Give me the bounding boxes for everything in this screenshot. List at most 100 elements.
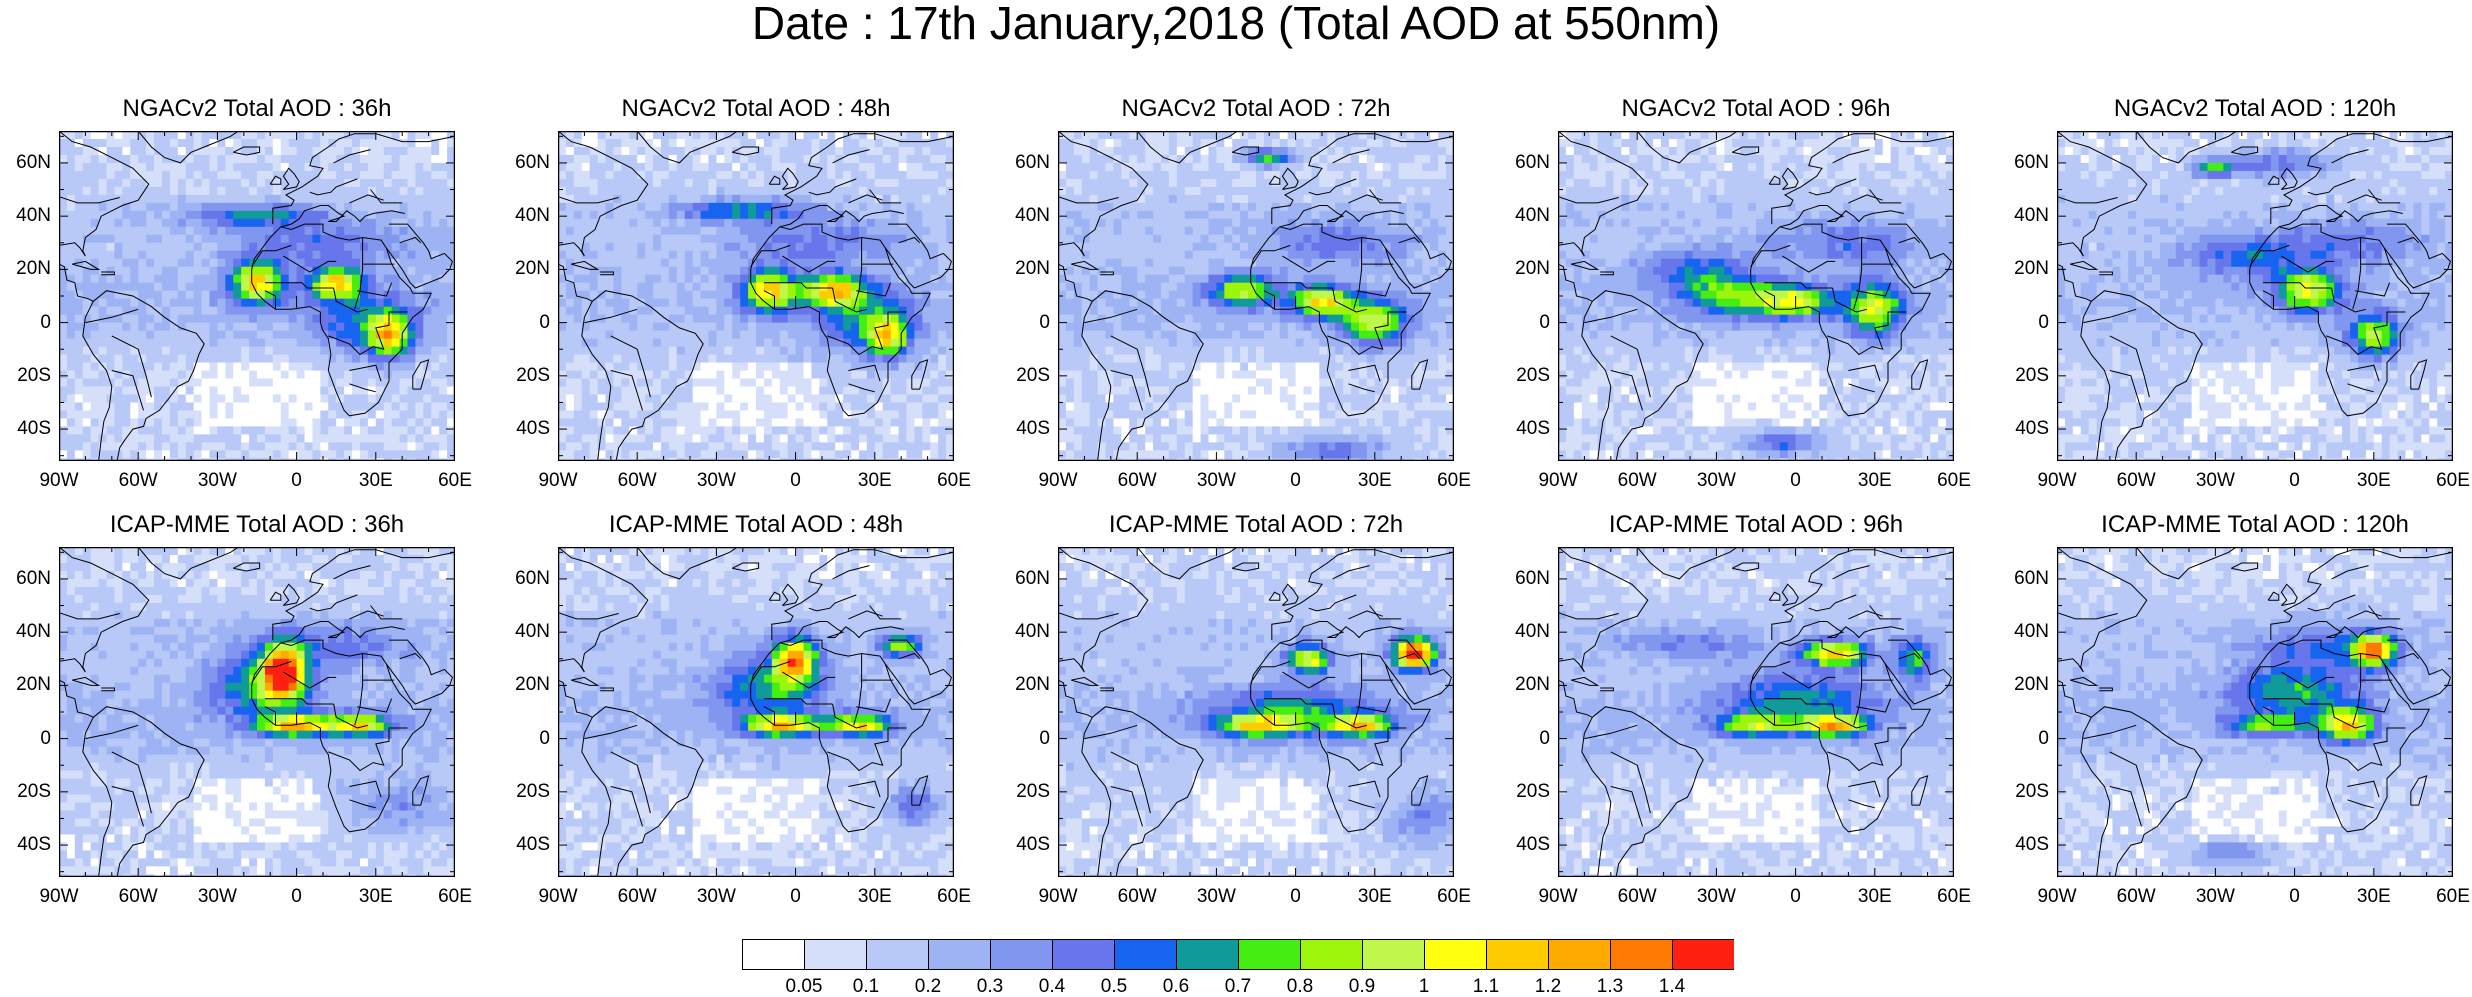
y-tick-label: 60N <box>1000 153 1050 172</box>
x-tick-label: 0 <box>2265 471 2325 490</box>
y-tick-label: 20N <box>1999 259 2049 278</box>
y-tick-label: 20N <box>1 675 51 694</box>
y-tick-label: 20S <box>1500 782 1550 801</box>
panel-title: ICAP-MME Total AOD : 72h <box>1056 512 1456 538</box>
panel-title: ICAP-MME Total AOD : 120h <box>2055 512 2455 538</box>
x-tick-label: 0 <box>267 887 327 906</box>
colorbar-label: 1.1 <box>1456 977 1516 996</box>
x-tick-label: 60W <box>108 471 168 490</box>
y-tick-label: 0 <box>500 729 550 748</box>
x-tick-label: 0 <box>1266 471 1326 490</box>
x-tick-label: 60W <box>1107 471 1167 490</box>
y-tick-label: 20S <box>1 366 51 385</box>
x-tick-label: 60E <box>924 471 984 490</box>
colorbar-label: 0.05 <box>774 977 834 996</box>
x-tick-label: 90W <box>528 887 588 906</box>
x-tick-label: 30E <box>1345 887 1405 906</box>
y-tick-label: 20N <box>500 259 550 278</box>
x-tick-label: 90W <box>29 887 89 906</box>
colorbar-label: 1.2 <box>1518 977 1578 996</box>
y-tick-label: 20S <box>1000 366 1050 385</box>
x-tick-label: 60E <box>1924 471 1984 490</box>
y-tick-label: 60N <box>1 569 51 588</box>
y-tick-label: 40S <box>1 835 51 854</box>
colorbar-swatch <box>1177 940 1239 970</box>
x-tick-label: 60E <box>2423 887 2472 906</box>
x-tick-label: 60W <box>108 887 168 906</box>
aod-field <box>1058 131 1454 461</box>
x-tick-label: 60E <box>425 471 485 490</box>
x-tick-label: 0 <box>267 471 327 490</box>
colorbar-label: 0.5 <box>1084 977 1144 996</box>
panel-title: ICAP-MME Total AOD : 96h <box>1556 512 1956 538</box>
y-tick-label: 20N <box>500 675 550 694</box>
y-tick-label: 40S <box>1500 835 1550 854</box>
x-tick-label: 0 <box>766 887 826 906</box>
y-tick-label: 20N <box>1000 259 1050 278</box>
y-tick-label: 0 <box>1999 313 2049 332</box>
y-tick-label: 20N <box>1000 675 1050 694</box>
x-tick-label: 90W <box>1028 887 1088 906</box>
x-tick-label: 30W <box>187 471 247 490</box>
y-tick-label: 40N <box>1500 622 1550 641</box>
colorbar-label: 0.7 <box>1208 977 1268 996</box>
x-tick-label: 60W <box>1607 471 1667 490</box>
colorbar-swatch <box>1425 940 1487 970</box>
x-tick-label: 60E <box>1924 887 1984 906</box>
aod-map <box>1058 131 1454 461</box>
x-tick-label: 30E <box>1345 471 1405 490</box>
x-tick-label: 30W <box>686 887 746 906</box>
x-tick-label: 90W <box>1528 471 1588 490</box>
colorbar-swatch <box>1301 940 1363 970</box>
x-tick-label: 30W <box>1686 471 1746 490</box>
y-tick-label: 60N <box>1500 569 1550 588</box>
y-tick-label: 20S <box>500 782 550 801</box>
x-tick-label: 0 <box>2265 887 2325 906</box>
x-tick-label: 30W <box>2185 887 2245 906</box>
y-tick-label: 40S <box>500 835 550 854</box>
panel-title: NGACv2 Total AOD : 36h <box>57 96 457 122</box>
colorbar-label: 1.4 <box>1642 977 1702 996</box>
y-tick-label: 60N <box>1000 569 1050 588</box>
aod-map <box>1558 131 1954 461</box>
aod-map <box>558 131 954 461</box>
x-tick-label: 90W <box>1028 471 1088 490</box>
main-title: Date : 17th January,2018 (Total AOD at 5… <box>0 0 2472 46</box>
y-tick-label: 40N <box>1000 206 1050 225</box>
y-tick-label: 40S <box>1999 419 2049 438</box>
y-tick-label: 20N <box>1500 259 1550 278</box>
colorbar-swatch <box>867 940 929 970</box>
x-tick-label: 30E <box>845 887 905 906</box>
x-tick-label: 30E <box>845 471 905 490</box>
aod-map <box>2057 547 2453 877</box>
colorbar-swatch <box>805 940 867 970</box>
colorbar-label: 0.2 <box>898 977 958 996</box>
y-tick-label: 40S <box>1 419 51 438</box>
y-tick-label: 20N <box>1999 675 2049 694</box>
y-tick-label: 20S <box>1999 782 2049 801</box>
y-tick-label: 60N <box>500 569 550 588</box>
x-tick-label: 30E <box>1845 471 1905 490</box>
x-tick-label: 90W <box>1528 887 1588 906</box>
y-tick-label: 20S <box>1 782 51 801</box>
y-tick-label: 40N <box>1999 622 2049 641</box>
x-tick-label: 60W <box>1607 887 1667 906</box>
colorbar-label: 1 <box>1394 977 1454 996</box>
y-tick-label: 0 <box>1500 313 1550 332</box>
x-tick-label: 30W <box>1686 887 1746 906</box>
aod-field <box>1558 547 1954 877</box>
aod-map <box>2057 131 2453 461</box>
x-tick-label: 90W <box>2027 471 2087 490</box>
aod-field <box>1058 547 1454 877</box>
y-tick-label: 60N <box>1999 569 2049 588</box>
colorbar <box>742 939 1734 971</box>
x-tick-label: 30W <box>1186 887 1246 906</box>
y-tick-label: 40S <box>1000 835 1050 854</box>
colorbar-swatch <box>1487 940 1549 970</box>
colorbar-swatch <box>1549 940 1611 970</box>
x-tick-label: 30E <box>1845 887 1905 906</box>
y-tick-label: 40N <box>1 622 51 641</box>
colorbar-swatch <box>1239 940 1301 970</box>
x-tick-label: 60W <box>607 887 667 906</box>
y-tick-label: 60N <box>500 153 550 172</box>
